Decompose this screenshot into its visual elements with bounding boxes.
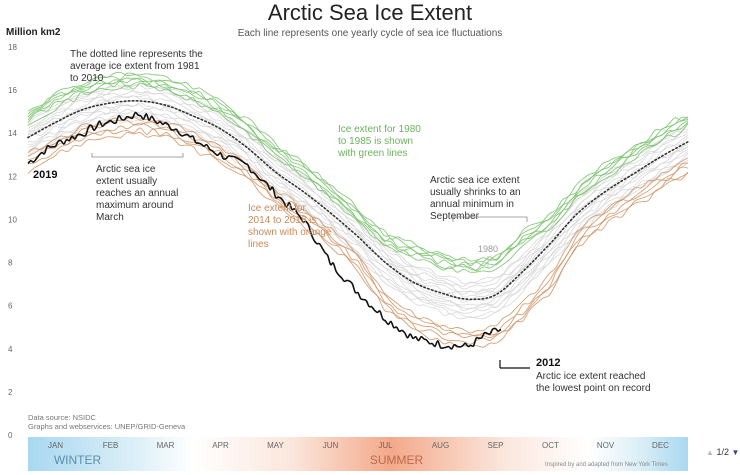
month-label-apr: APR [212,441,229,450]
orange-year-line [27,127,689,345]
pager[interactable]: ▲ 1/2 ▼ [706,447,739,457]
y-tick-10: 10 [8,215,17,224]
month-label-jan: JAN [48,441,63,450]
gray-year-line [27,114,689,314]
annotation-orange: Ice extent for 2014 to 2018 is shown with … [248,203,332,250]
gray-year-line [27,107,689,310]
y-tick-0: 0 [8,431,13,440]
green-year-line [27,71,689,262]
average-dotted-line [27,100,689,301]
orange-year-line [27,119,689,337]
pager-label: 1/2 [716,447,729,457]
gray-year-line [27,87,689,290]
label-2012: 2012 [536,357,560,369]
y-axis-label: Million km2 [6,27,61,38]
season-label-summer: SUMMER [370,453,424,467]
annotation-2012: Arctic ice extent reached the lowest poin… [536,371,651,394]
gray-year-line [27,94,689,295]
gray-year-line [27,95,689,298]
annotation-max: Arctic sea ice extent usually reaches an a… [96,164,178,223]
month-label-nov: NOV [597,441,615,450]
gray-year-line [27,110,689,311]
source-note: Data source: NSIDC [28,413,96,422]
y-tick-2: 2 [8,388,13,397]
season-band [28,437,688,471]
month-label-mar: MAR [157,441,175,450]
credit-note: Inspired by and adapted from New York Ti… [545,462,668,468]
month-label-may: MAY [267,441,284,450]
gray-year-line [27,104,689,306]
orange-year-line [27,131,689,348]
line-2019 [27,111,502,350]
annotation-green: Ice extent for 1980 to 1985 is shown with … [337,124,421,159]
green-year-line [27,72,689,267]
label-1980: 1980 [478,244,498,254]
month-label-jun: JUN [323,441,339,450]
next-arrow-icon[interactable]: ▼ [731,448,740,457]
y-tick-16: 16 [8,86,17,95]
green-year-line [27,80,689,272]
y-tick-8: 8 [8,259,13,268]
orange-year-line [27,116,689,334]
gray-year-line [27,90,689,293]
annotation-min: Arctic sea ice extent usually shrinks to … [430,175,521,222]
label-2019: 2019 [33,169,57,181]
gray-year-line [27,115,689,318]
chart-title: Arctic Sea Ice Extent [267,0,473,25]
orange-year-line [27,122,689,339]
y-tick-4: 4 [8,345,13,354]
chart-subtitle: Each line represents one yearly cycle of… [237,28,503,39]
month-label-dec: DEC [652,441,669,450]
graphics-note: Graphs and webservices: UNEP/GRID-Geneva [28,422,186,431]
prev-arrow-icon[interactable]: ▲ [706,448,714,457]
max-bracket [91,153,184,158]
green-year-line [27,82,689,273]
y-tick-14: 14 [8,129,17,138]
y-tick-6: 6 [8,302,13,311]
min-bracket [452,216,528,222]
month-label-feb: FEB [103,441,119,450]
month-label-aug: AUG [432,441,449,450]
green-year-line [27,77,689,271]
y-tick-12: 12 [8,172,17,181]
month-label-sep: SEP [487,441,503,450]
y-tick-18: 18 [8,43,17,52]
season-label-winter: WINTER [54,453,102,467]
gray-year-line [27,102,689,303]
month-label-jul: JUL [378,441,393,450]
annotation-dotted: The dotted line represents the average ic… [70,49,203,84]
month-label-oct: OCT [542,441,559,450]
